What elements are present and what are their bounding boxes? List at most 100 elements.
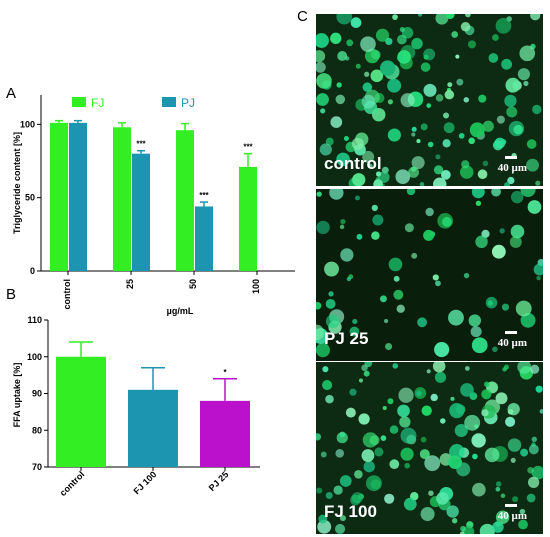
cell xyxy=(482,160,489,167)
cell xyxy=(358,413,370,425)
cell xyxy=(379,295,387,303)
cell xyxy=(349,326,360,337)
scale-label: 40 µm xyxy=(497,337,527,349)
cell xyxy=(435,14,449,25)
cell xyxy=(397,54,404,62)
y-tick-label: 0 xyxy=(30,266,35,276)
bar xyxy=(200,400,250,467)
cell xyxy=(501,58,513,70)
cell xyxy=(492,521,504,533)
bar xyxy=(128,389,178,467)
cell xyxy=(424,455,441,472)
cell xyxy=(527,476,540,489)
cell xyxy=(333,485,343,495)
cell xyxy=(448,455,462,470)
cell xyxy=(451,518,458,524)
cell xyxy=(423,229,435,241)
cell xyxy=(350,494,361,506)
cell xyxy=(397,34,407,45)
cell xyxy=(355,63,361,69)
scale-bar xyxy=(505,156,517,159)
micrograph-label: control xyxy=(324,154,382,173)
cell xyxy=(364,48,380,64)
cell xyxy=(464,414,481,431)
cell xyxy=(367,163,373,169)
cell xyxy=(442,139,451,148)
cell xyxy=(316,73,332,89)
cell xyxy=(404,462,410,469)
cell xyxy=(371,231,380,240)
cell xyxy=(520,312,536,328)
cell xyxy=(495,17,512,34)
cell xyxy=(475,200,482,206)
cell xyxy=(492,346,498,353)
cell xyxy=(399,416,411,428)
cell xyxy=(484,381,490,388)
cell xyxy=(399,27,405,33)
chart-a-ylabel: Triglyceride content [%] xyxy=(12,132,22,234)
cell xyxy=(492,140,504,151)
cell xyxy=(393,275,400,282)
cell xyxy=(363,370,370,377)
cell xyxy=(420,62,431,72)
cell xyxy=(384,493,395,504)
cell xyxy=(400,93,415,108)
cell xyxy=(512,496,519,503)
cell xyxy=(360,36,376,52)
cell xyxy=(465,14,471,18)
legend-swatch xyxy=(162,97,176,107)
cell xyxy=(398,387,414,403)
cell xyxy=(436,492,449,505)
cell xyxy=(460,383,474,397)
cell xyxy=(371,204,378,212)
x-tick-label: 50 xyxy=(188,279,198,289)
cell xyxy=(361,364,368,372)
panel-letter-c: C xyxy=(297,8,308,25)
cell xyxy=(339,515,346,522)
cell xyxy=(365,475,382,492)
cell xyxy=(420,507,435,522)
cell xyxy=(492,34,499,41)
x-tick-label: 25 xyxy=(125,279,135,289)
cell xyxy=(487,300,493,306)
cell xyxy=(532,104,542,115)
cell xyxy=(447,82,453,88)
cell xyxy=(362,432,379,448)
cell xyxy=(528,444,539,455)
cell xyxy=(450,396,455,401)
scale-bar xyxy=(505,504,517,507)
panel-letter-b: B xyxy=(6,286,17,303)
cell xyxy=(518,519,528,530)
cell xyxy=(425,207,434,217)
cell xyxy=(482,120,494,132)
y-tick-label: 100 xyxy=(27,352,42,362)
cell xyxy=(318,514,328,524)
cell xyxy=(400,447,414,461)
cell xyxy=(400,427,417,444)
cell xyxy=(505,77,521,93)
cell xyxy=(495,392,508,405)
cell xyxy=(320,108,326,114)
cell xyxy=(322,380,333,391)
cell xyxy=(317,519,332,534)
cell xyxy=(435,280,441,287)
cell xyxy=(346,276,351,282)
cell xyxy=(411,37,423,50)
cell xyxy=(316,220,330,235)
cell xyxy=(346,39,354,47)
cell xyxy=(375,171,382,177)
cell xyxy=(531,436,537,443)
bar xyxy=(239,166,257,271)
cell xyxy=(418,14,423,17)
bar xyxy=(56,356,106,467)
cell xyxy=(463,97,469,103)
cell xyxy=(470,326,482,338)
cell xyxy=(458,133,465,139)
cell xyxy=(388,257,403,272)
cell xyxy=(515,300,532,317)
cell xyxy=(507,409,514,415)
cell xyxy=(428,490,434,496)
cell xyxy=(495,510,510,525)
cell xyxy=(530,364,540,374)
cell xyxy=(472,482,486,497)
